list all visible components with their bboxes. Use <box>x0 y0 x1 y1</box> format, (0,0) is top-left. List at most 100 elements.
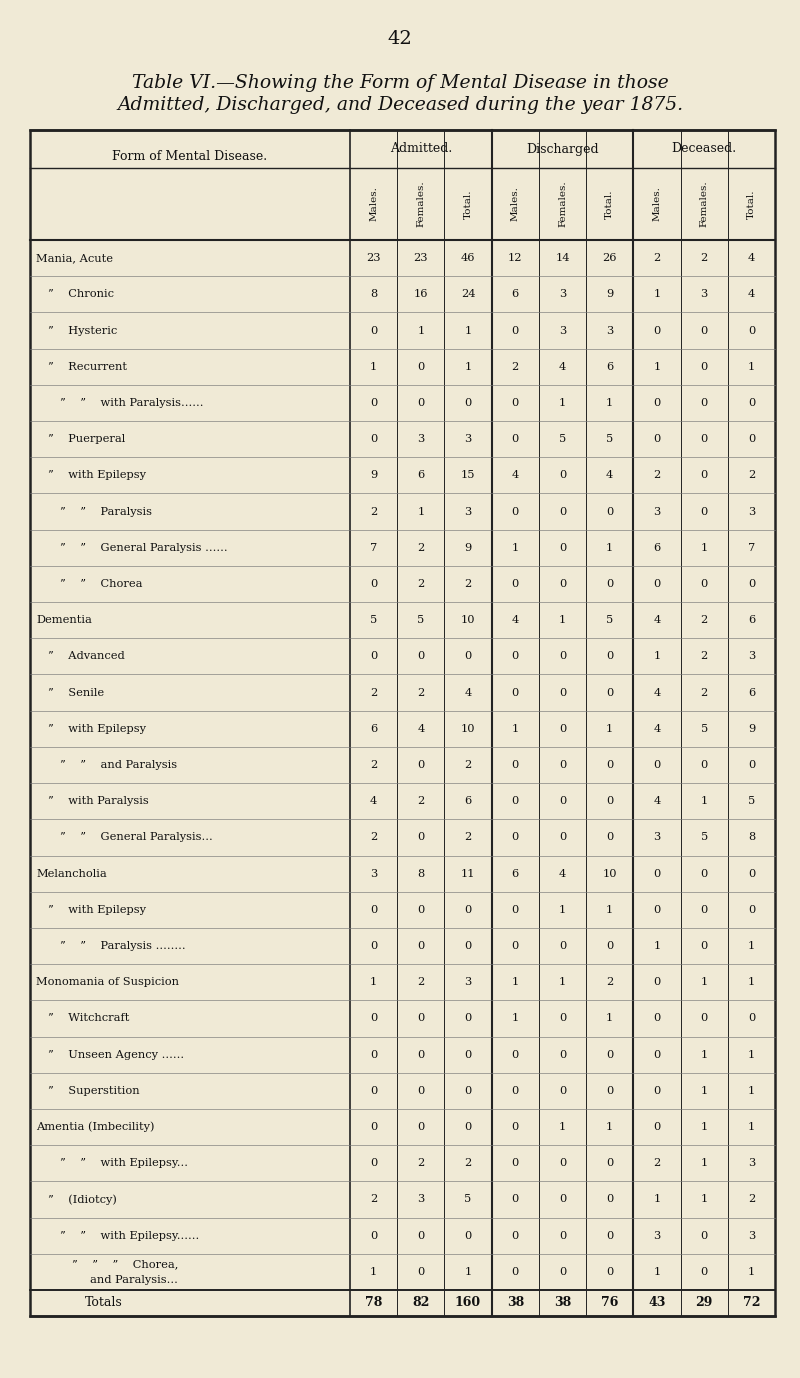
Text: Amentia (Imbecility): Amentia (Imbecility) <box>36 1122 154 1133</box>
Text: 2: 2 <box>748 1195 755 1204</box>
Text: 1: 1 <box>418 325 425 335</box>
Text: 4: 4 <box>465 688 472 697</box>
Text: 0: 0 <box>701 1266 708 1277</box>
Text: 2: 2 <box>465 579 472 588</box>
Text: 7: 7 <box>748 543 755 553</box>
Text: 0: 0 <box>512 579 519 588</box>
Text: 26: 26 <box>602 254 617 263</box>
Text: 1: 1 <box>465 361 472 372</box>
Text: 1: 1 <box>512 1013 519 1024</box>
Text: 0: 0 <box>512 1266 519 1277</box>
Text: 43: 43 <box>648 1297 666 1309</box>
Text: 0: 0 <box>512 1159 519 1169</box>
Text: 3: 3 <box>748 1159 755 1169</box>
Text: 1: 1 <box>748 1122 755 1133</box>
Text: 6: 6 <box>748 688 755 697</box>
Text: 8: 8 <box>370 289 378 299</box>
Text: 0: 0 <box>465 905 472 915</box>
Text: 0: 0 <box>465 398 472 408</box>
Text: 0: 0 <box>370 1050 378 1060</box>
Text: 0: 0 <box>512 761 519 770</box>
Text: 0: 0 <box>370 1159 378 1169</box>
Text: 42: 42 <box>388 30 412 48</box>
Text: 1: 1 <box>654 652 661 661</box>
Text: 0: 0 <box>654 868 661 879</box>
Text: ”    ”    with Paralysis......: ” ” with Paralysis...... <box>60 398 203 408</box>
Text: Dementia: Dementia <box>36 615 92 626</box>
Text: ”    Advanced: ” Advanced <box>48 652 125 661</box>
Text: 0: 0 <box>465 1122 472 1133</box>
Text: 2: 2 <box>701 688 708 697</box>
Text: ”    ”    with Epilepsy......: ” ” with Epilepsy...... <box>60 1231 199 1240</box>
Text: Totals: Totals <box>85 1297 122 1309</box>
Text: 0: 0 <box>465 941 472 951</box>
Text: 1: 1 <box>606 1122 614 1133</box>
Text: 10: 10 <box>461 615 475 626</box>
Text: ”    Puerperal: ” Puerperal <box>48 434 126 444</box>
Text: 9: 9 <box>606 289 614 299</box>
Text: 0: 0 <box>465 1086 472 1096</box>
Text: 1: 1 <box>606 723 614 734</box>
Text: 3: 3 <box>748 652 755 661</box>
Text: 0: 0 <box>654 977 661 987</box>
Text: 16: 16 <box>414 289 428 299</box>
Text: Discharged: Discharged <box>526 142 599 156</box>
Text: 1: 1 <box>559 905 566 915</box>
Text: 9: 9 <box>748 723 755 734</box>
Text: Total.: Total. <box>463 189 473 219</box>
Text: 3: 3 <box>654 507 661 517</box>
Text: 2: 2 <box>418 977 425 987</box>
Text: 2: 2 <box>418 1159 425 1169</box>
Text: 0: 0 <box>654 1122 661 1133</box>
Text: 0: 0 <box>370 398 378 408</box>
Text: 2: 2 <box>465 761 472 770</box>
Text: 2: 2 <box>418 796 425 806</box>
Text: 46: 46 <box>461 254 475 263</box>
Text: 0: 0 <box>370 1122 378 1133</box>
Text: 0: 0 <box>748 905 755 915</box>
Text: 0: 0 <box>606 1231 614 1240</box>
Text: ”    ”    ”    Chorea,: ” ” ” Chorea, <box>72 1259 178 1269</box>
Text: 3: 3 <box>418 434 425 444</box>
Text: 1: 1 <box>654 941 661 951</box>
Text: 4: 4 <box>748 254 755 263</box>
Text: 2: 2 <box>370 832 378 842</box>
Text: ”    Superstition: ” Superstition <box>48 1086 140 1096</box>
Text: 0: 0 <box>701 1013 708 1024</box>
Text: 4: 4 <box>654 615 661 626</box>
Text: Melancholia: Melancholia <box>36 868 106 879</box>
Text: 0: 0 <box>559 941 566 951</box>
Text: 0: 0 <box>370 1231 378 1240</box>
Text: 0: 0 <box>606 507 614 517</box>
Text: 0: 0 <box>465 1231 472 1240</box>
Text: 4: 4 <box>654 796 661 806</box>
Text: 3: 3 <box>654 1231 661 1240</box>
Text: 0: 0 <box>701 941 708 951</box>
Text: 0: 0 <box>418 941 425 951</box>
Text: 38: 38 <box>506 1297 524 1309</box>
Text: Form of Mental Disease.: Form of Mental Disease. <box>113 150 267 164</box>
Text: 2: 2 <box>370 761 378 770</box>
Text: 0: 0 <box>559 1013 566 1024</box>
Text: 0: 0 <box>654 579 661 588</box>
Text: 0: 0 <box>701 470 708 481</box>
Text: 0: 0 <box>559 1159 566 1169</box>
Text: 0: 0 <box>701 1231 708 1240</box>
Text: Monomania of Suspicion: Monomania of Suspicion <box>36 977 179 987</box>
Text: 72: 72 <box>742 1297 760 1309</box>
Text: ”    Chronic: ” Chronic <box>48 289 114 299</box>
Text: 2: 2 <box>701 254 708 263</box>
Text: 15: 15 <box>461 470 475 481</box>
Text: 0: 0 <box>654 1013 661 1024</box>
Text: ”    Senile: ” Senile <box>48 688 104 697</box>
Text: 0: 0 <box>606 761 614 770</box>
Text: ”    (Idiotcy): ” (Idiotcy) <box>48 1195 117 1204</box>
Text: 1: 1 <box>465 325 472 335</box>
Text: 6: 6 <box>512 289 519 299</box>
Text: 0: 0 <box>701 507 708 517</box>
Text: 0: 0 <box>512 1086 519 1096</box>
Text: 0: 0 <box>559 1086 566 1096</box>
Text: 0: 0 <box>606 1050 614 1060</box>
Text: 0: 0 <box>512 905 519 915</box>
Text: ”    ”    Paralysis ........: ” ” Paralysis ........ <box>60 941 186 951</box>
